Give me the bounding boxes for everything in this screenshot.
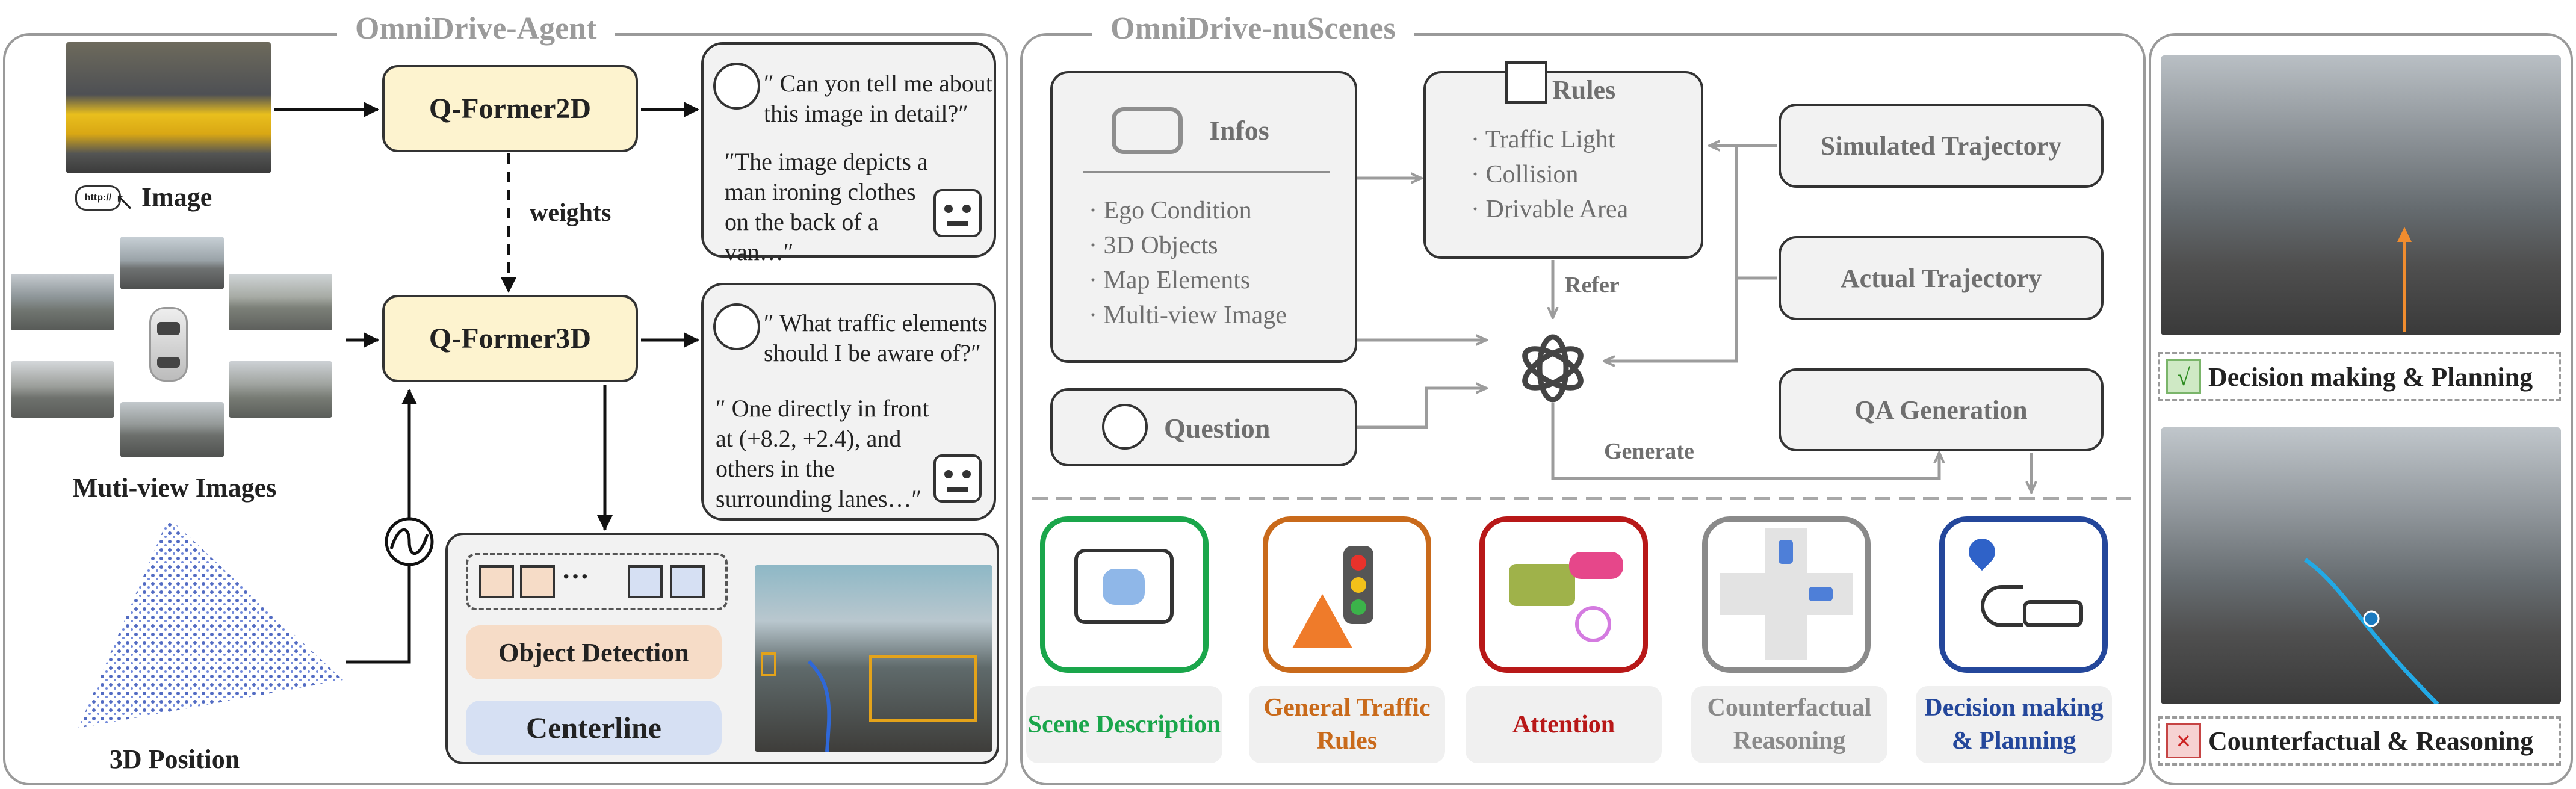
user-avatar-icon [713, 303, 760, 350]
generate-label: Generate [1604, 439, 1694, 464]
planning-caption: √ Decision making & Planning [2158, 352, 2561, 401]
check-icon: √ [2166, 359, 2201, 394]
counterfactual-street-image [2161, 427, 2561, 704]
user-avatar-icon [1102, 404, 1148, 450]
rules-icon [1505, 61, 1547, 104]
chat-3d-question: ″ What traffic elements should I be awar… [764, 309, 988, 367]
cross-icon: × [2166, 723, 2201, 758]
scene-description-icon [1040, 516, 1209, 673]
object-detection-head: Object Detection [466, 625, 722, 679]
chat-2d-bubble: ″ Can yon tell me about this image in de… [701, 42, 996, 265]
query-tokens: ··· [466, 553, 728, 610]
camera-front-left [11, 274, 114, 330]
arrow-position-to-qformer3d [346, 563, 411, 664]
counterfactual-icon [1702, 516, 1871, 673]
position-label: 3D Position [109, 744, 240, 774]
token-3d [670, 565, 705, 598]
arrow-question-to-gpt [1357, 388, 1487, 429]
traffic-rules-icon [1263, 516, 1431, 673]
infos-item: · Map Elements [1089, 266, 1251, 294]
gpt-logo-icon [1522, 334, 1584, 403]
task-label-rules: General Traffic Rules [1249, 686, 1445, 763]
rules-item: · Collision [1471, 160, 1579, 188]
question-label: Question [1164, 413, 1271, 444]
infos-box: Infos · Ego Condition · 3D Objects · Map… [1050, 71, 1357, 363]
counterfactual-caption-label: Counterfactual & Reasoning [2208, 726, 2534, 756]
infos-item: · 3D Objects [1089, 231, 1218, 259]
user-avatar-icon [713, 63, 760, 110]
centerline-head: Centerline [466, 701, 722, 755]
token-3d [628, 565, 663, 598]
point-cloud [78, 518, 343, 728]
planning-icon [1939, 516, 2108, 673]
infos-icon [1112, 107, 1183, 154]
detection-result-image [755, 565, 992, 752]
rules-header: Rules [1552, 75, 1616, 105]
counterfactual-caption: × Counterfactual & Reasoning [2158, 716, 2561, 766]
robot-icon [933, 189, 982, 237]
cursor-icon: ↖ [114, 188, 135, 215]
camera-back [120, 402, 224, 457]
refer-label: Refer [1565, 273, 1620, 298]
planning-street-image [2161, 55, 2561, 335]
tokens-ellipsis: ··· [562, 561, 590, 592]
question-box: Question [1050, 388, 1357, 466]
camera-back-left [11, 361, 114, 418]
chat-3d-answer: ″ One directly in front at (+8.2, +2.4),… [716, 395, 929, 512]
camera-front-right [229, 274, 332, 330]
perception-heads-box: ··· Object Detection Centerline [445, 533, 999, 764]
task-label-scene: Scene Description [1026, 686, 1222, 763]
arrow-gpt-to-qa [1551, 403, 1939, 480]
agent-title: OmniDrive-Agent [337, 11, 615, 46]
camera-back-right [229, 361, 332, 418]
single-image [66, 42, 271, 173]
rules-items: · Traffic Light · Collision · Drivable A… [1471, 123, 1628, 227]
camera-front [120, 237, 224, 289]
token-2d [520, 565, 555, 598]
qa-generation-box: QA Generation [1779, 368, 2104, 451]
chat-2d-question: ″ Can yon tell me about this image in de… [764, 70, 992, 127]
arrow-trajectories-to-rules [1604, 144, 1777, 361]
infos-item: · Multi-view Image [1089, 301, 1287, 329]
task-label-attention: Attention [1466, 686, 1662, 763]
http-badge: http:// [75, 185, 121, 211]
chat-2d-answer: ″The image depicts a man ironing clothes… [725, 148, 928, 265]
qformer2d-box: Q-Former2D [382, 65, 638, 152]
qformer3d-box: Q-Former3D [382, 295, 638, 382]
chat-3d-bubble: ″ What traffic elements should I be awar… [701, 283, 996, 521]
infos-header: Infos [1209, 115, 1269, 146]
attention-icon [1479, 516, 1648, 673]
actual-trajectory-box: Actual Trajectory [1779, 236, 2104, 320]
weights-label: weights [530, 199, 611, 227]
rules-item: · Drivable Area [1471, 195, 1629, 223]
token-2d [479, 565, 514, 598]
rules-box: Rules · Traffic Light · Collision · Driv… [1423, 61, 1703, 259]
simulated-trajectory-box: Simulated Trajectory [1779, 104, 2104, 188]
rules-item: · Traffic Light [1471, 126, 1615, 153]
robot-icon [933, 454, 982, 503]
infos-divider [1083, 171, 1330, 173]
nuscenes-title: OmniDrive-nuScenes [1092, 11, 1414, 46]
multiview-label: Muti-view Images [72, 473, 277, 503]
planning-caption-label: Decision making & Planning [2208, 362, 2533, 392]
infos-item: · Ego Condition [1089, 197, 1252, 224]
image-label: Image [141, 182, 212, 212]
task-label-counterfactual: Counterfactual Reasoning [1691, 686, 1887, 763]
infos-items: · Ego Condition · 3D Objects · Map Eleme… [1089, 194, 1287, 333]
task-label-planning: Decision making & Planning [1916, 686, 2112, 763]
ego-car-icon [149, 307, 188, 382]
